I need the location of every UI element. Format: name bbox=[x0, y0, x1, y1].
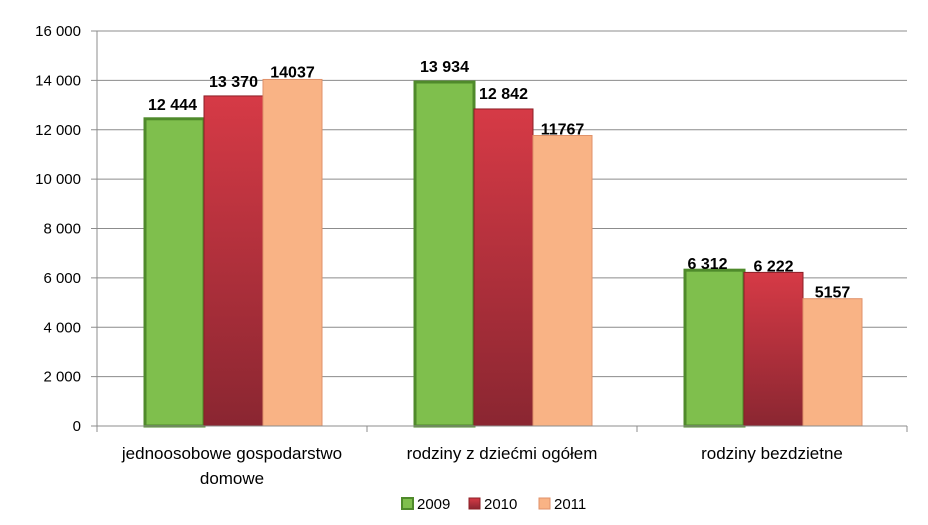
data-label-2010: 12 842 bbox=[479, 86, 528, 103]
y-tick-label: 12 000 bbox=[35, 122, 81, 139]
legend-label-2009: 2009 bbox=[417, 496, 450, 513]
category-label: rodziny z dziećmi ogółem bbox=[407, 444, 598, 463]
y-tick-label: 10 000 bbox=[35, 171, 81, 188]
data-label-2011: 11767 bbox=[541, 122, 585, 139]
data-label-2009: 13 934 bbox=[420, 59, 469, 76]
bar-2010 bbox=[203, 95, 264, 427]
data-label-2010: 6 222 bbox=[753, 258, 793, 275]
y-tick-label: 16 000 bbox=[35, 23, 81, 40]
bar-2011 bbox=[532, 135, 593, 427]
bar-2011 bbox=[802, 298, 863, 427]
y-tick-label: 0 bbox=[73, 418, 81, 435]
legend-label-2010: 2010 bbox=[484, 496, 517, 513]
legend-swatch-2009 bbox=[401, 497, 414, 510]
category-labels: jednoosobowe gospodarstwo domowe rodziny z… bbox=[121, 444, 843, 488]
bar-2009 bbox=[413, 80, 476, 428]
data-label-2011: 14037 bbox=[270, 64, 315, 81]
y-tick-label: 14 000 bbox=[35, 72, 81, 89]
y-tick-label: 8 000 bbox=[43, 221, 81, 238]
category-label: jednoosobowe gospodarstwo bbox=[121, 444, 342, 463]
data-label-2009: 6 312 bbox=[687, 256, 727, 273]
data-label-2011: 5157 bbox=[815, 285, 851, 302]
y-tick-label: 4 000 bbox=[43, 319, 81, 336]
legend-swatch-2010 bbox=[468, 497, 481, 510]
axes bbox=[96, 31, 908, 432]
bars bbox=[143, 78, 863, 428]
data-label-2010: 13 370 bbox=[209, 74, 258, 91]
data-labels: 12 444 13 370 14037 13 934 12 842 11767 6 312 6… bbox=[148, 59, 850, 302]
legend-swatch-2011 bbox=[538, 497, 551, 510]
y-axis-ticks: 0 2 000 4 000 6 000 8 000 10 000 12 000 14 000 1… bbox=[35, 23, 97, 435]
bar-2010 bbox=[473, 108, 534, 427]
y-tick-label: 2 000 bbox=[43, 369, 81, 386]
category-label: rodziny bezdzietne bbox=[701, 444, 843, 463]
y-tick-label: 6 000 bbox=[43, 270, 81, 287]
legend: 2009 2010 2011 bbox=[401, 496, 586, 513]
bar-2010 bbox=[743, 271, 804, 427]
category-label: domowe bbox=[200, 469, 264, 488]
bar-2009 bbox=[683, 268, 746, 428]
legend-label-2011: 2011 bbox=[554, 496, 586, 513]
bar-2011 bbox=[262, 78, 323, 427]
data-label-2009: 12 444 bbox=[148, 97, 197, 114]
bar-2009 bbox=[143, 117, 206, 428]
